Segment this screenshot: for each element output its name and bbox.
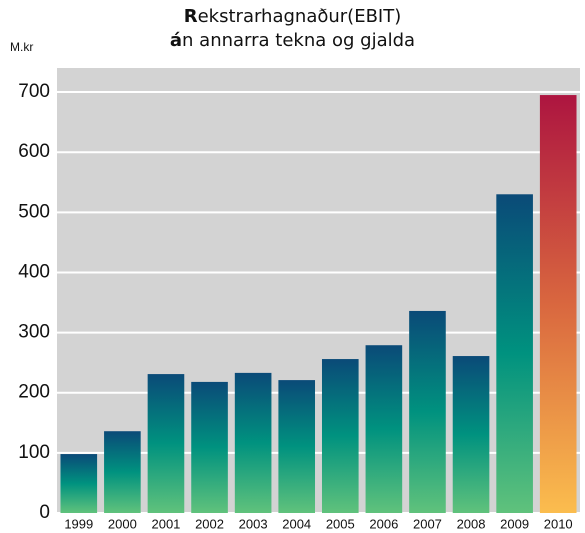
bar [539, 95, 577, 513]
bar [278, 380, 316, 513]
y-tick-label: 400 [18, 261, 50, 282]
y-tick-label: 300 [18, 322, 50, 343]
x-tick-label: 2006 [369, 516, 398, 531]
x-tick-label: 2004 [282, 516, 311, 531]
x-tick-label: 2003 [239, 516, 268, 531]
chart-subtitle: án annarra tekna og gjalda [169, 30, 416, 51]
bar [409, 310, 446, 513]
x-tick-label: 2008 [457, 516, 486, 531]
chart-title: Rekstrarhagnaður(EBIT) [183, 6, 402, 27]
x-tick-label: 2005 [326, 516, 355, 531]
y-tick-label: 600 [18, 141, 50, 162]
bar [191, 381, 228, 513]
bar [321, 359, 359, 513]
y-axis-label: M.kr [10, 40, 33, 54]
y-tick-label: 100 [18, 442, 50, 463]
y-tick-label: 0 [39, 502, 50, 523]
x-tick-label: 2001 [151, 516, 180, 531]
x-tick-label: 1999 [64, 516, 93, 531]
plot-background [57, 68, 580, 513]
bar [234, 372, 272, 513]
x-tick-label: 2002 [195, 516, 224, 531]
bar [60, 454, 98, 513]
x-tick-label: 2010 [544, 516, 573, 531]
bar [452, 356, 490, 513]
bar [365, 345, 403, 513]
y-tick-label: 200 [18, 382, 50, 403]
bar [147, 374, 185, 513]
x-tick-label: 2007 [413, 516, 442, 531]
x-tick-label: 2009 [500, 516, 529, 531]
x-tick-label: 2000 [108, 516, 137, 531]
y-tick-label: 700 [18, 81, 50, 102]
y-tick-label: 500 [18, 201, 50, 222]
bar [104, 431, 141, 513]
bar [496, 194, 533, 513]
